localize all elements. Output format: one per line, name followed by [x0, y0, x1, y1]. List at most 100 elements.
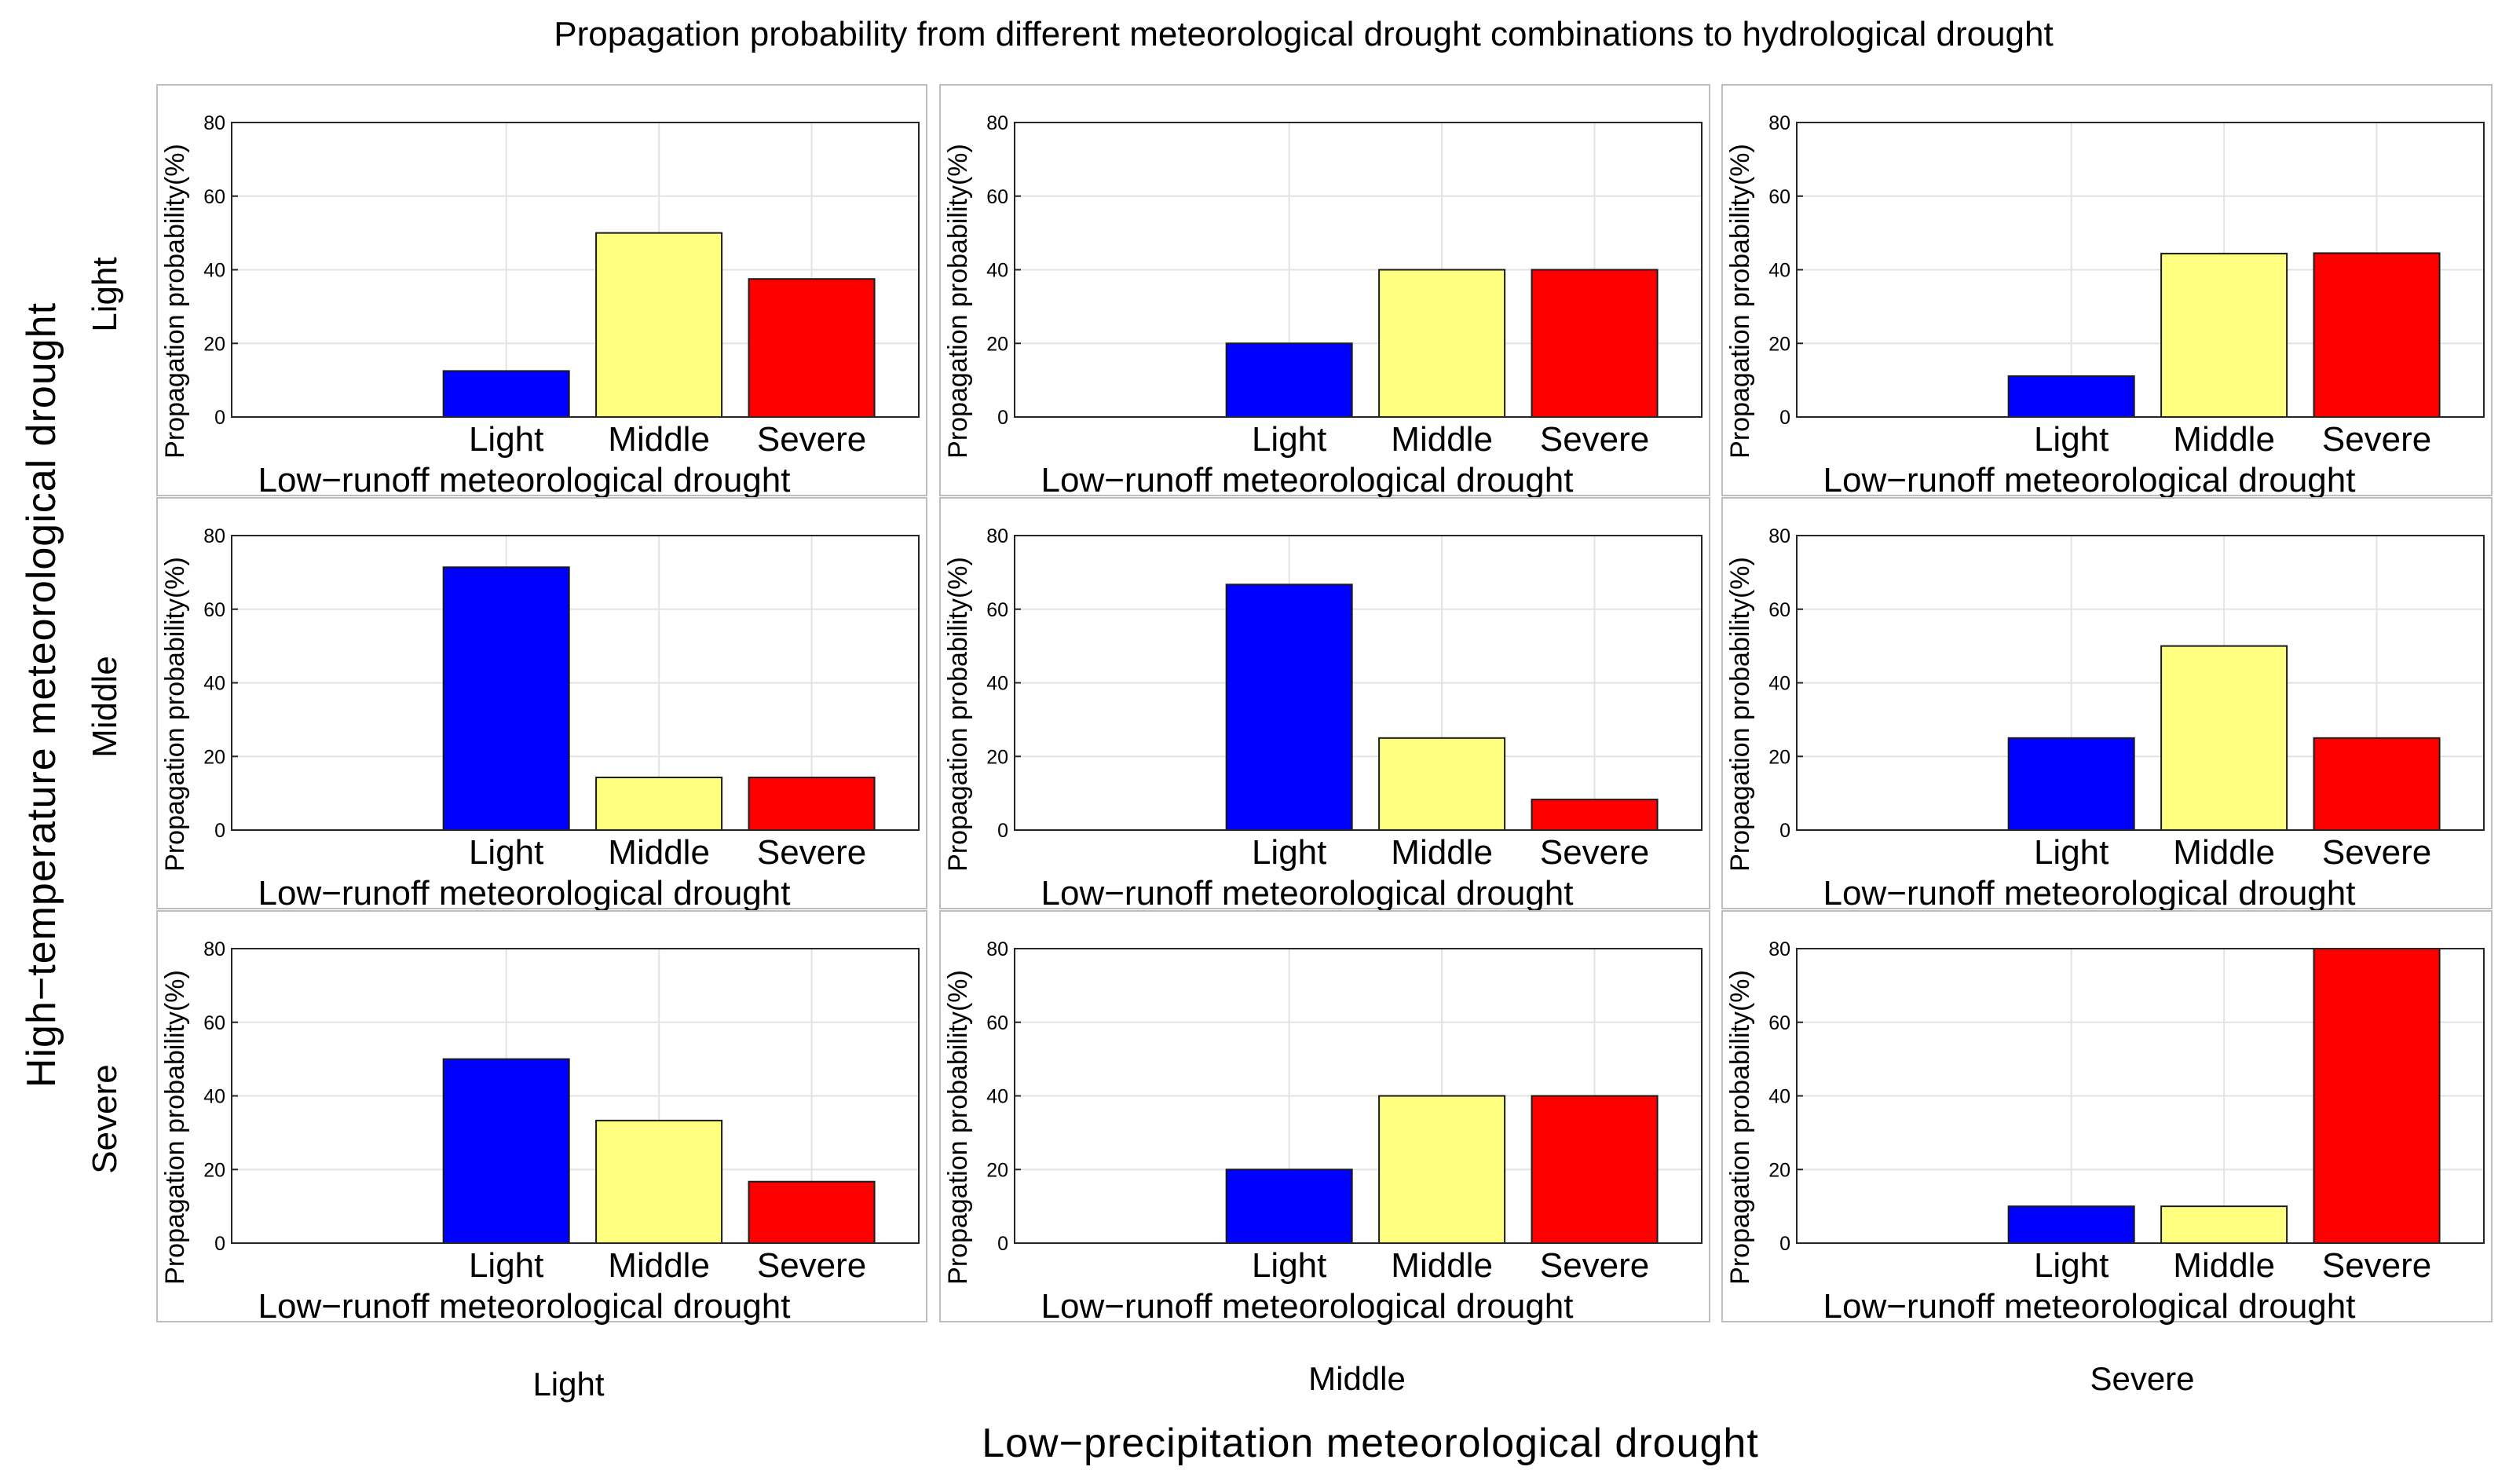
bar-light: [1225, 342, 1353, 418]
bar-severe: [2313, 948, 2441, 1244]
row-label-middle: Middle: [86, 656, 124, 758]
y-tick-label: 40: [986, 1086, 1008, 1108]
y-tick-label: 40: [1768, 673, 1790, 695]
y-tick-label: 40: [203, 260, 225, 282]
row-label-severe: Severe: [86, 1064, 124, 1173]
y-tick-label: 60: [1768, 1012, 1790, 1034]
bar-severe: [2313, 737, 2441, 831]
x-tick-label-light: Light: [469, 420, 543, 459]
y-tick-label: 0: [997, 407, 1008, 429]
x-tick-label-middle: Middle: [2173, 420, 2275, 459]
x-tick-label-severe: Severe: [1540, 420, 1649, 459]
y-tick-label: 80: [1768, 938, 1790, 960]
x-tick-label-middle: Middle: [1391, 833, 1493, 872]
x-tick-label-middle: Middle: [1391, 1246, 1493, 1285]
y-tick-label: 0: [1779, 820, 1790, 842]
y-tick-label: 60: [986, 599, 1008, 621]
x-tick-label-middle: Middle: [2173, 1246, 2275, 1285]
y-tick-label: 80: [986, 525, 1008, 547]
x-tick-label-severe: Severe: [2322, 833, 2431, 872]
y-tick-label: 60: [203, 1012, 225, 1034]
bar-middle: [1378, 269, 1506, 418]
y-tick-label: 0: [214, 1233, 225, 1255]
y-tick-label: 80: [1768, 525, 1790, 547]
bar-severe: [1531, 799, 1659, 831]
y-tick-label: 0: [997, 1233, 1008, 1255]
x-tick-label-light: Light: [469, 1246, 543, 1285]
y-tick-label: 20: [203, 333, 225, 355]
y-tick-label: 0: [1779, 407, 1790, 429]
bar-severe: [748, 1180, 876, 1244]
y-tick-label: 80: [203, 525, 225, 547]
x-axis-label: Low−runoff meteorological drought: [258, 874, 791, 913]
x-tick-label-light: Light: [1252, 833, 1326, 872]
y-tick-label: 80: [986, 112, 1008, 134]
col-label-middle: Middle: [1308, 1360, 1406, 1397]
bar-light: [1225, 583, 1353, 831]
bar-middle: [595, 776, 723, 831]
y-axis-label: Propagation probability(%): [1725, 970, 1755, 1285]
bar-middle: [2160, 645, 2288, 831]
y-tick-label: 60: [203, 599, 225, 621]
y-axis-label: Propagation probability(%): [1725, 144, 1755, 459]
bar-middle: [2160, 1205, 2288, 1244]
y-tick-label: 60: [203, 186, 225, 208]
y-tick-label: 20: [1768, 1159, 1790, 1181]
y-axis-label: Propagation probability(%): [943, 144, 973, 459]
y-tick-label: 40: [203, 673, 225, 695]
y-tick-label: 20: [1768, 746, 1790, 768]
y-tick-label: 20: [986, 1159, 1008, 1181]
bar-light: [442, 370, 570, 418]
y-tick-label: 80: [203, 112, 225, 134]
x-tick-label-middle: Middle: [1391, 420, 1493, 459]
figure-title: Propagation probability from different m…: [554, 15, 2053, 53]
x-axis-label: Low−runoff meteorological drought: [1041, 1287, 1574, 1326]
x-axis-label: Low−runoff meteorological drought: [1041, 874, 1574, 913]
col-label-severe: Severe: [2090, 1360, 2194, 1397]
bar-severe: [2313, 252, 2441, 418]
x-tick-label-severe: Severe: [757, 1246, 866, 1285]
col-label-light: Light: [532, 1366, 604, 1403]
bar-middle: [1378, 737, 1506, 831]
y-axis-label: Propagation probability(%): [160, 144, 190, 459]
y-axis-label: Propagation probability(%): [160, 557, 190, 872]
x-axis-label: Low−runoff meteorological drought: [258, 1287, 791, 1326]
x-tick-label-light: Light: [469, 833, 543, 872]
x-tick-label-light: Light: [2034, 420, 2109, 459]
bar-severe: [748, 278, 876, 418]
panel-frame: [1721, 497, 2493, 909]
y-tick-label: 40: [203, 1086, 225, 1108]
y-tick-label: 40: [1768, 260, 1790, 282]
bar-middle: [1378, 1095, 1506, 1244]
bar-severe: [1531, 1095, 1659, 1244]
y-tick-label: 20: [1768, 333, 1790, 355]
x-axis-label: Low−runoff meteorological drought: [1041, 461, 1574, 499]
y-tick-label: 40: [986, 673, 1008, 695]
bar-light: [2007, 1205, 2135, 1244]
y-axis-label: Propagation probability(%): [1725, 557, 1755, 872]
y-tick-label: 20: [986, 746, 1008, 768]
bar-light: [2007, 737, 2135, 831]
x-tick-label-severe: Severe: [2322, 420, 2431, 459]
x-tick-label-severe: Severe: [757, 420, 866, 459]
y-axis-label: Propagation probability(%): [160, 970, 190, 1285]
bar-light: [1225, 1169, 1353, 1244]
y-group-label: High−temperature meteorological drought: [19, 302, 64, 1088]
y-tick-label: 60: [1768, 599, 1790, 621]
x-tick-label-light: Light: [2034, 1246, 2109, 1285]
x-tick-label-light: Light: [1252, 1246, 1326, 1285]
y-tick-label: 80: [1768, 112, 1790, 134]
y-tick-label: 20: [203, 1159, 225, 1181]
x-axis-label: Low−runoff meteorological drought: [258, 461, 791, 499]
y-tick-label: 60: [986, 186, 1008, 208]
bar-light: [442, 566, 570, 831]
y-axis-label: Propagation probability(%): [943, 970, 973, 1285]
x-tick-label-light: Light: [1252, 420, 1326, 459]
